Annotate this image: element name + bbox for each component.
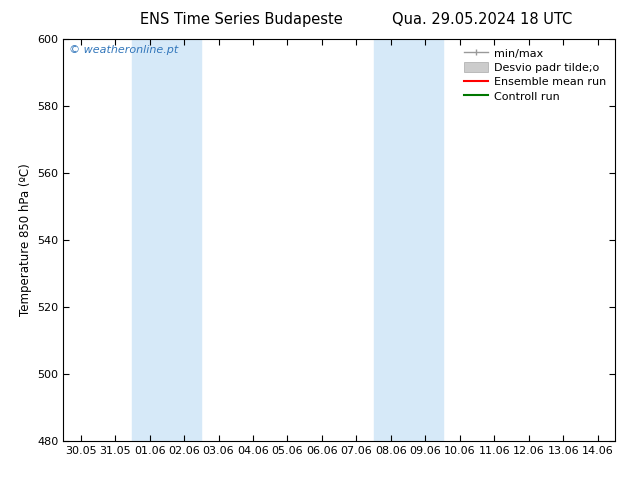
Text: © weatheronline.pt: © weatheronline.pt xyxy=(69,45,178,55)
Y-axis label: Temperature 850 hPa (ºC): Temperature 850 hPa (ºC) xyxy=(19,164,32,317)
Text: ENS Time Series Budapeste: ENS Time Series Budapeste xyxy=(139,12,342,27)
Bar xyxy=(373,39,443,441)
Text: Qua. 29.05.2024 18 UTC: Qua. 29.05.2024 18 UTC xyxy=(392,12,572,27)
Bar xyxy=(133,39,202,441)
Legend: min/max, Desvio padr tilde;o, Ensemble mean run, Controll run: min/max, Desvio padr tilde;o, Ensemble m… xyxy=(460,45,609,105)
